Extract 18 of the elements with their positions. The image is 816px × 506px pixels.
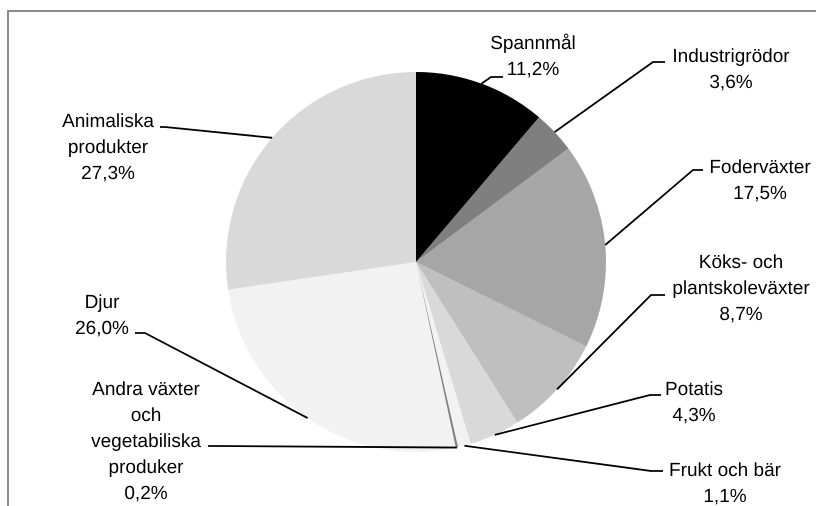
data-label: 17,5%	[733, 183, 788, 204]
slice-label: Potatis	[664, 379, 724, 400]
data-label: 26,0%	[75, 318, 130, 340]
slice-label: Andra växter och vegetabiliska produker	[91, 379, 202, 478]
data-label: 8,7%	[719, 304, 763, 326]
data-label: 4,3%	[672, 405, 716, 426]
slice-label: Spannmål	[490, 33, 576, 54]
slice-label: Animaliska produkter	[62, 111, 154, 158]
slice-label: Djur	[84, 292, 120, 314]
slice-label: Köks- och plantskoleväxter	[672, 252, 810, 300]
data-label: 1,1%	[703, 486, 747, 506]
data-label: 27,3%	[81, 163, 136, 184]
data-label: 11,2%	[506, 59, 560, 80]
slice-label: Foderväxter	[709, 157, 812, 178]
slice-label: Industrigrödor	[672, 46, 790, 68]
data-label: 3,6%	[709, 72, 753, 94]
slice-label: Frukt och bär	[669, 460, 782, 482]
data-label: 0,2%	[124, 483, 168, 504]
